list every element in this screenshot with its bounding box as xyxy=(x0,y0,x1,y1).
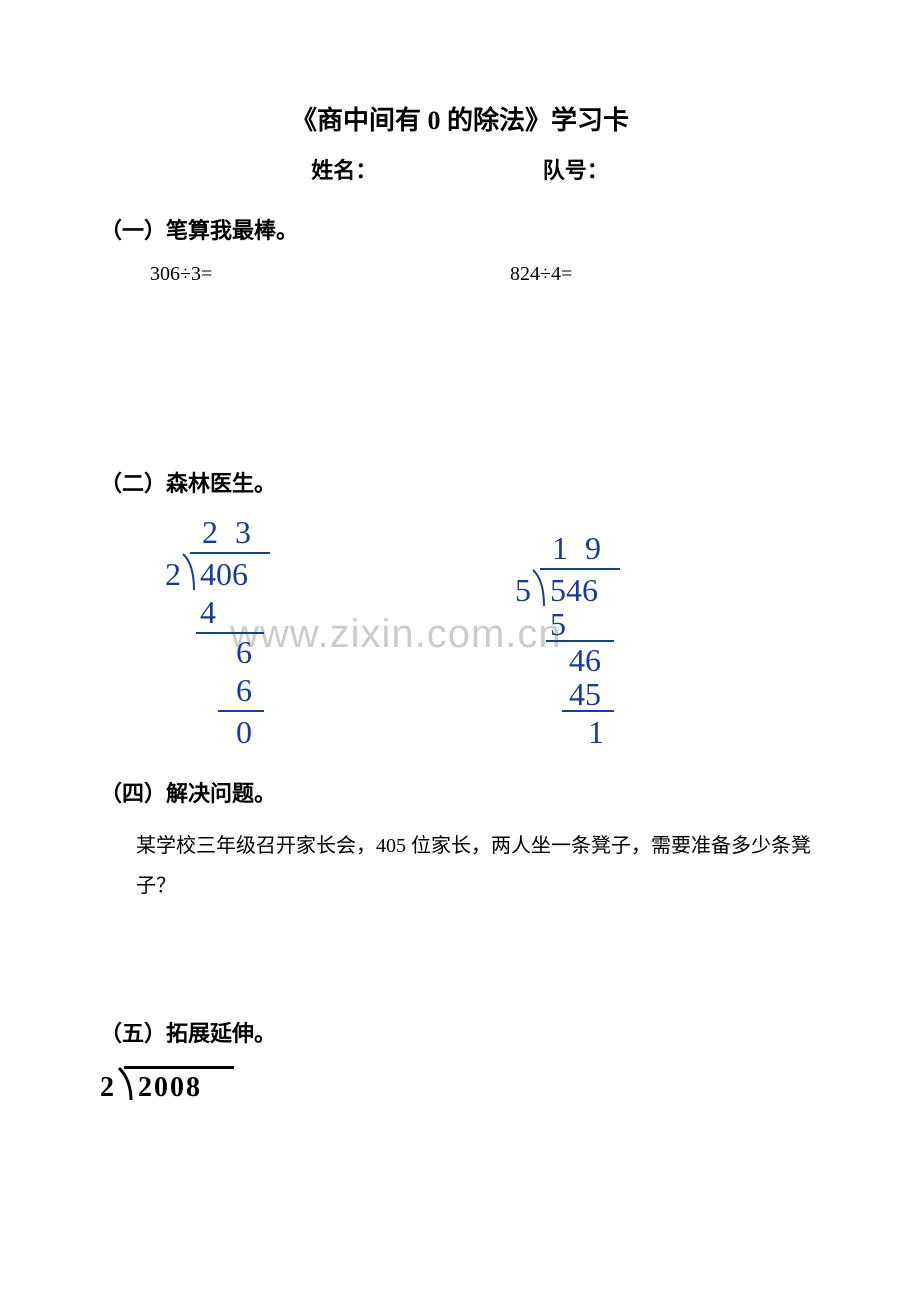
quotient-line xyxy=(124,1066,234,1069)
team-label: 队号： xyxy=(543,153,609,185)
dividend: 546 xyxy=(550,574,598,606)
quotient-line xyxy=(190,552,270,554)
problems-row: 306÷3= 824÷4= xyxy=(100,263,820,286)
division-bracket-icon xyxy=(530,568,548,608)
quotient-line xyxy=(540,568,620,570)
subtitle-row: 姓名： 队号： xyxy=(100,153,820,185)
section-5-heading: （五）拓展延伸。 xyxy=(100,1016,820,1048)
step-value: 6 xyxy=(236,674,252,706)
division-problems: 2 3 2 406 4 6 6 0 1 9 5 546 5 46 45 1 xyxy=(100,516,820,756)
section-1-heading: （一）笔算我最棒。 xyxy=(100,213,820,245)
dividend: 2008 xyxy=(138,1072,202,1104)
step-value: 46 xyxy=(569,644,601,676)
remainder: 0 xyxy=(236,716,252,748)
long-division-extension: 2 2008 xyxy=(100,1066,260,1116)
divisor: 5 xyxy=(515,574,531,606)
step-line xyxy=(218,710,264,712)
long-division-1: 2 3 2 406 4 6 6 0 xyxy=(160,516,470,756)
step-value: 4 xyxy=(200,596,216,628)
long-division-2: 1 9 5 546 5 46 45 1 xyxy=(510,516,710,756)
quotient-digit: 9 xyxy=(585,532,601,564)
document-title: 《商中间有 0 的除法》学习卡 xyxy=(100,100,820,137)
step-line xyxy=(562,710,614,712)
extension-problem: 2 2008 xyxy=(100,1066,820,1116)
word-problem-text: 某学校三年级召开家长会，405 位家长，两人坐一条凳子，需要准备多少条凳子？ xyxy=(100,826,820,906)
remainder: 1 xyxy=(588,716,604,748)
name-label: 姓名： xyxy=(311,153,377,185)
divisor: 2 xyxy=(165,558,181,590)
step-value: 45 xyxy=(569,678,601,710)
problem-2: 824÷4= xyxy=(510,263,572,286)
dividend: 406 xyxy=(200,558,248,590)
section-2-heading: （二）森林医生。 xyxy=(100,466,820,498)
quotient-digit: 2 xyxy=(202,516,218,548)
quotient-digit: 1 xyxy=(552,532,568,564)
step-line xyxy=(196,632,264,634)
division-bracket-icon xyxy=(180,552,198,592)
step-value: 5 xyxy=(550,608,566,640)
division-bracket-icon xyxy=(116,1066,136,1102)
step-value: 6 xyxy=(236,636,252,668)
problem-1: 306÷3= xyxy=(150,263,510,286)
divisor: 2 xyxy=(100,1072,114,1104)
quotient-digit: 3 xyxy=(235,516,251,548)
section-4-heading: （四）解决问题。 xyxy=(100,776,820,808)
